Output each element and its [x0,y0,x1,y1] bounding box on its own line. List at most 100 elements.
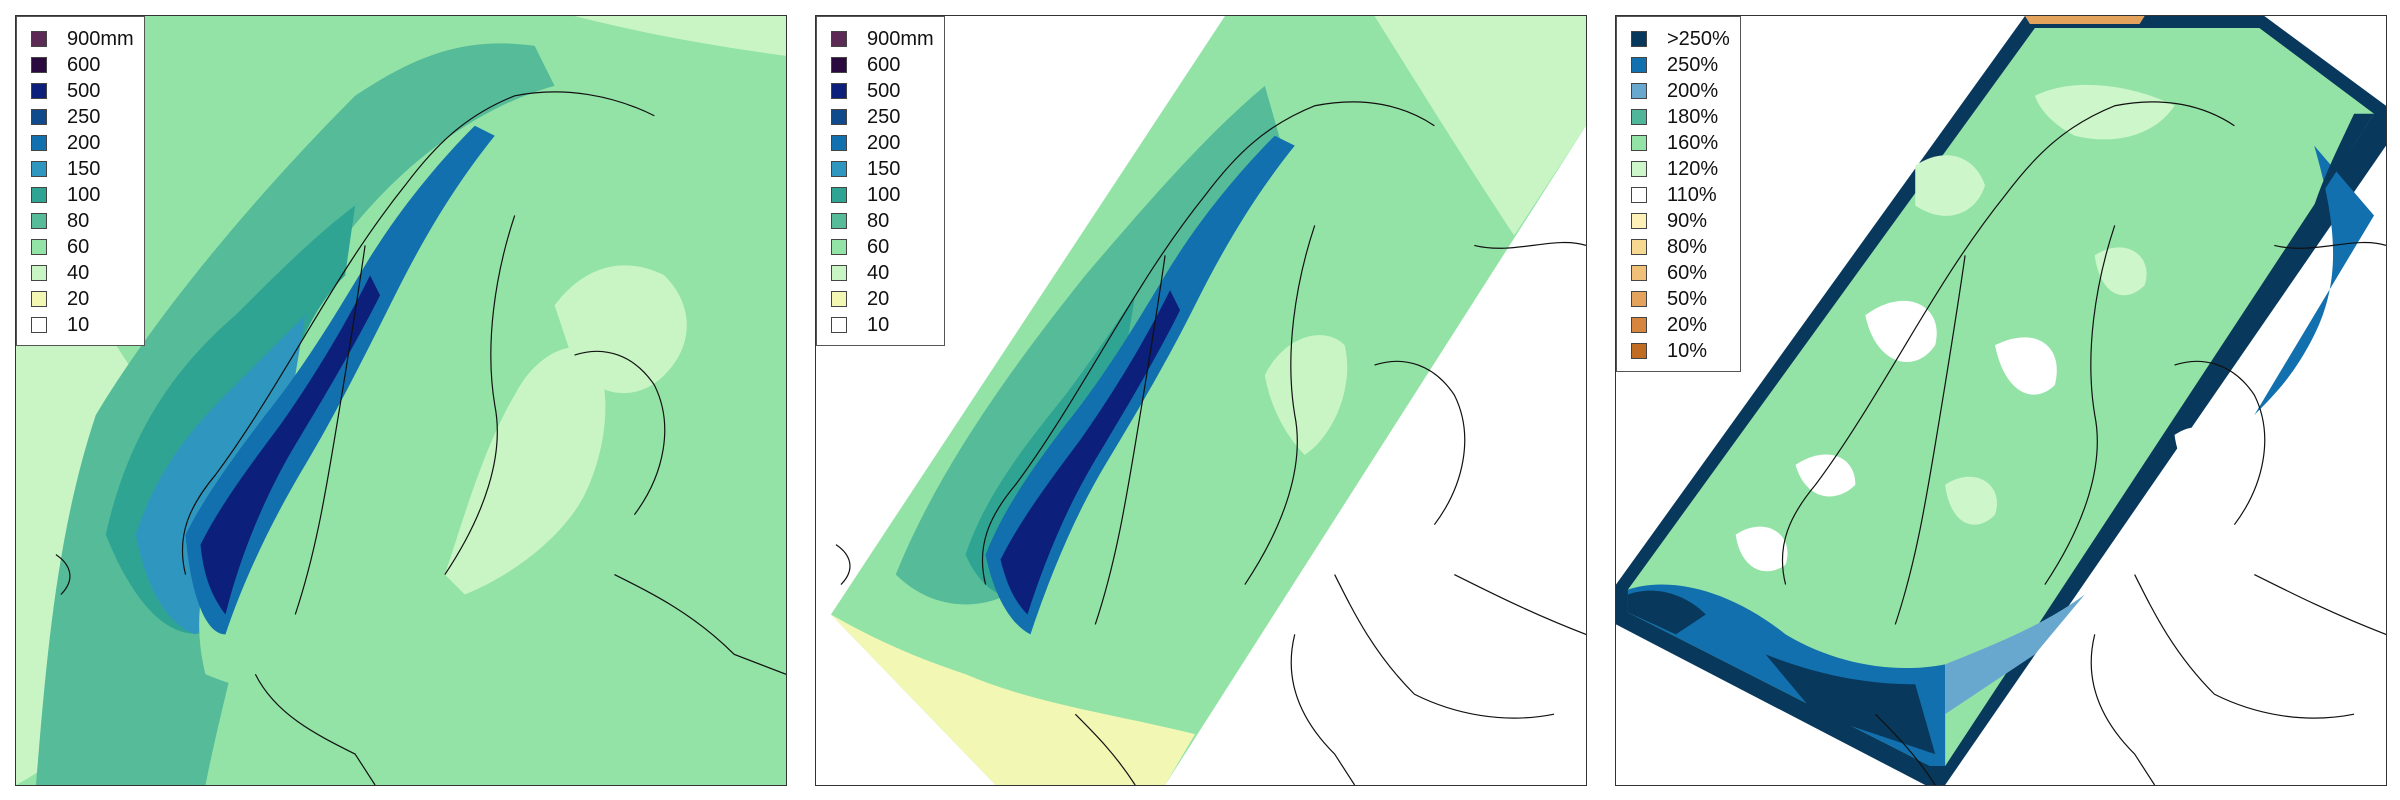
legend-item: 250 [831,104,934,130]
legend-label: 250% [1667,53,1719,76]
legend-item: 20 [31,286,134,312]
legend-item: 80% [1631,234,1730,260]
map-legend: >250% 250% 200% 180% 160% 120% 110% 90% 80% 60% 50… [1616,16,1741,372]
legend-label: 20 [67,287,90,310]
legend-label: 90% [1667,209,1708,232]
legend-label: 100 [867,183,901,206]
legend-swatch [1631,109,1647,125]
legend-label: 20% [1667,313,1708,336]
legend-item: 100 [31,182,134,208]
legend-label: 60% [1667,261,1708,284]
legend-label: 60 [67,235,90,258]
legend-item: 50% [1631,286,1730,312]
legend-swatch [31,109,47,125]
legend-item: 150 [31,156,134,182]
legend-label: 50% [1667,287,1708,310]
map-legend: 900mm 600 500 250 200 150 100 80 60 40 20 10 [816,16,945,346]
legend-item: 600 [31,52,134,78]
legend-label: 150 [867,157,901,180]
legend-label: 250 [867,105,901,128]
legend-label: 200 [67,131,101,154]
legend-label: 500 [867,79,901,102]
legend-label: 60 [867,235,890,258]
legend-label: 200% [1667,79,1719,102]
legend-item: 900mm [831,26,934,52]
legend-swatch [831,161,847,177]
legend-label: 120% [1667,157,1719,180]
legend-label: 40 [67,261,90,284]
legend-label: >250% [1667,27,1730,50]
legend-swatch [31,187,47,203]
legend-swatch [1631,187,1647,203]
legend-swatch [831,135,847,151]
legend-item: 110% [1631,182,1730,208]
legend-item: 80 [31,208,134,234]
legend-label: 80% [1667,235,1708,258]
legend-swatch [831,31,847,47]
legend-label: 80 [67,209,90,232]
legend-swatch [831,265,847,281]
legend-swatch [1631,317,1647,333]
legend-item: 10 [31,312,134,338]
legend-swatch [31,135,47,151]
legend-swatch [1631,239,1647,255]
legend-swatch [1631,31,1647,47]
map-panel-precipitation-full: 900mm 600 500 250 200 150 100 80 60 40 20 10 [15,15,787,786]
legend-label: 500 [67,79,101,102]
legend-label: 200 [867,131,901,154]
legend-item: 200% [1631,78,1730,104]
legend-swatch [1631,161,1647,177]
legend-swatch [831,187,847,203]
legend-swatch [831,109,847,125]
legend-item: 60 [831,234,934,260]
legend-swatch [31,161,47,177]
legend-item: 250 [31,104,134,130]
legend-swatch [1631,265,1647,281]
legend-label: 600 [867,53,901,76]
legend-label: 160% [1667,131,1719,154]
legend-item: 80 [831,208,934,234]
legend-item: 60% [1631,260,1730,286]
legend-item: 20 [831,286,934,312]
legend-swatch [1631,83,1647,99]
legend-swatch [31,57,47,73]
legend-item: 120% [1631,156,1730,182]
precipitation-map-domain [816,16,1586,785]
legend-swatch [31,291,47,307]
ratio-map-domain [1616,16,2386,785]
legend-label: 150 [67,157,101,180]
legend-item: 40 [831,260,934,286]
legend-item: 200 [31,130,134,156]
legend-swatch [831,317,847,333]
legend-swatch [31,83,47,99]
legend-item: 900mm [31,26,134,52]
legend-item: >250% [1631,26,1730,52]
legend-item: 10% [1631,338,1730,364]
legend-swatch [1631,213,1647,229]
legend-item: 10 [831,312,934,338]
legend-swatch [31,265,47,281]
legend-swatch [831,239,847,255]
legend-swatch [31,239,47,255]
map-panel-precipitation-domain: 900mm 600 500 250 200 150 100 80 60 40 20 10 [815,15,1587,786]
legend-item: 600 [831,52,934,78]
legend-label: 10% [1667,339,1708,362]
legend-item: 250% [1631,52,1730,78]
legend-label: 900mm [67,27,134,50]
legend-swatch [31,31,47,47]
legend-label: 110% [1667,183,1717,206]
legend-item: 20% [1631,312,1730,338]
legend-item: 40 [31,260,134,286]
legend-swatch [31,213,47,229]
legend-item: 200 [831,130,934,156]
legend-item: 500 [31,78,134,104]
precipitation-map-full [16,16,786,785]
map-panel-ratio-domain: >250% 250% 200% 180% 160% 120% 110% 90% 80% 60% 50… [1615,15,2387,786]
legend-swatch [831,291,847,307]
legend-swatch [1631,57,1647,73]
legend-label: 600 [67,53,101,76]
legend-swatch [831,57,847,73]
legend-item: 160% [1631,130,1730,156]
legend-item: 500 [831,78,934,104]
legend-label: 900mm [867,27,934,50]
